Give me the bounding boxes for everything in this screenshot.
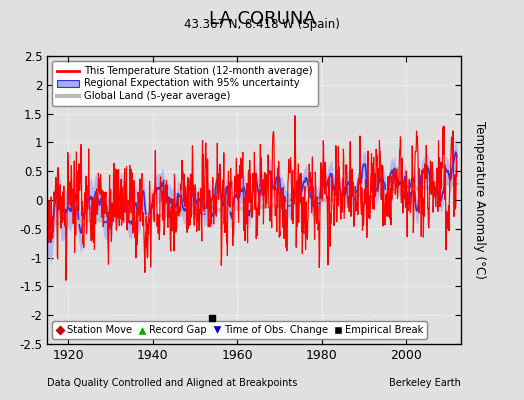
Legend: Station Move, Record Gap, Time of Obs. Change, Empirical Break: Station Move, Record Gap, Time of Obs. C… xyxy=(52,321,428,339)
Y-axis label: Temperature Anomaly (°C): Temperature Anomaly (°C) xyxy=(473,121,486,279)
Text: Berkeley Earth: Berkeley Earth xyxy=(389,378,461,388)
Text: 43.367 N, 8.418 W (Spain): 43.367 N, 8.418 W (Spain) xyxy=(184,18,340,31)
Text: LA CORUNA: LA CORUNA xyxy=(209,10,315,28)
Text: Data Quality Controlled and Aligned at Breakpoints: Data Quality Controlled and Aligned at B… xyxy=(47,378,298,388)
